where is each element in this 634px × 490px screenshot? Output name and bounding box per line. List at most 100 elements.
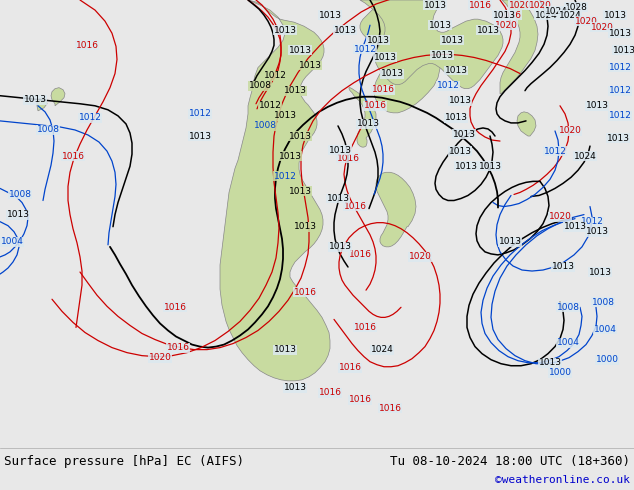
Text: 1013: 1013	[453, 129, 476, 139]
Text: 1008: 1008	[249, 81, 271, 90]
Text: 1013: 1013	[356, 120, 380, 128]
Text: 1020: 1020	[408, 252, 432, 262]
Text: 1016: 1016	[164, 303, 186, 312]
Text: 1013: 1013	[318, 11, 342, 20]
Text: 1013: 1013	[283, 383, 306, 392]
Text: 1016: 1016	[339, 363, 361, 372]
Text: 1012: 1012	[581, 217, 604, 226]
Text: 1013: 1013	[430, 51, 453, 60]
Text: 1013: 1013	[448, 147, 472, 156]
Text: 1013: 1013	[429, 21, 451, 30]
Text: 1016: 1016	[349, 395, 372, 404]
Polygon shape	[51, 88, 65, 106]
Polygon shape	[360, 0, 440, 113]
Text: 1024: 1024	[559, 11, 581, 20]
Text: 1024: 1024	[534, 11, 557, 20]
Text: 1012: 1012	[437, 81, 460, 90]
Polygon shape	[220, 0, 330, 381]
Text: 1016: 1016	[498, 11, 522, 20]
Text: 1013: 1013	[612, 46, 634, 55]
Text: 1013: 1013	[498, 237, 522, 246]
Text: 1013: 1013	[479, 162, 501, 171]
Text: 1016: 1016	[378, 404, 401, 413]
Text: 1016: 1016	[61, 152, 84, 161]
Text: 1008: 1008	[37, 125, 60, 134]
Text: 1013: 1013	[288, 131, 311, 141]
Text: 1013: 1013	[283, 86, 306, 95]
Text: 1004: 1004	[1, 237, 23, 246]
Polygon shape	[500, 0, 538, 94]
Text: 1012: 1012	[609, 86, 631, 95]
Text: 1013: 1013	[493, 11, 515, 20]
Text: 1020: 1020	[548, 212, 571, 221]
Text: 1013: 1013	[288, 187, 311, 196]
Text: 1013: 1013	[328, 146, 351, 155]
Text: 1008: 1008	[254, 122, 276, 130]
Text: 1013: 1013	[444, 66, 467, 75]
Text: 1008: 1008	[592, 298, 614, 307]
Text: 1013: 1013	[477, 26, 500, 35]
Text: 1020: 1020	[148, 353, 171, 362]
Text: 1013: 1013	[288, 46, 311, 55]
Text: 1013: 1013	[424, 0, 446, 9]
Text: Tu 08-10-2024 18:00 UTC (18+360): Tu 08-10-2024 18:00 UTC (18+360)	[390, 455, 630, 468]
Text: 1016: 1016	[75, 41, 98, 50]
Polygon shape	[376, 172, 416, 247]
Text: 1013: 1013	[6, 210, 30, 219]
Text: 1004: 1004	[593, 325, 616, 334]
Text: 1016: 1016	[469, 0, 491, 9]
Text: 1016: 1016	[294, 288, 316, 296]
Text: 1013: 1013	[552, 263, 574, 271]
Text: 1013: 1013	[23, 95, 46, 104]
Text: 1000: 1000	[595, 355, 619, 364]
Text: 1012: 1012	[609, 111, 631, 121]
Text: 1013: 1013	[380, 69, 403, 78]
Text: 1012: 1012	[543, 147, 566, 156]
Text: 1024: 1024	[371, 345, 393, 354]
Text: 1016: 1016	[363, 101, 387, 110]
Text: 1013: 1013	[455, 162, 477, 171]
Text: 1012: 1012	[79, 113, 101, 122]
Polygon shape	[360, 0, 503, 89]
Text: Surface pressure [hPa] EC (AIFS): Surface pressure [hPa] EC (AIFS)	[4, 455, 244, 468]
Text: 1013: 1013	[273, 345, 297, 354]
Text: 1008: 1008	[557, 303, 579, 312]
Text: ©weatheronline.co.uk: ©weatheronline.co.uk	[495, 475, 630, 485]
Text: 1016: 1016	[167, 343, 190, 352]
Text: 1013: 1013	[564, 222, 586, 231]
Text: 1013: 1013	[586, 227, 609, 236]
Text: 1013: 1013	[327, 194, 349, 203]
Text: 1013: 1013	[299, 61, 321, 70]
Text: 1013: 1013	[588, 268, 612, 276]
Text: 1013: 1013	[609, 29, 631, 38]
Text: 1013: 1013	[333, 26, 356, 35]
Text: 1013: 1013	[441, 36, 463, 45]
Text: 1028: 1028	[564, 2, 588, 12]
Polygon shape	[37, 98, 47, 111]
Text: 1016: 1016	[344, 202, 366, 211]
Text: 1013: 1013	[294, 222, 316, 231]
Text: 1012: 1012	[188, 109, 211, 119]
Text: 1013: 1013	[448, 96, 472, 105]
Text: 1013: 1013	[188, 131, 212, 141]
Text: 1004: 1004	[557, 338, 579, 347]
Text: 1012: 1012	[264, 71, 287, 80]
Text: 1013: 1013	[273, 111, 297, 121]
Text: 1024: 1024	[545, 6, 567, 16]
Text: 1012: 1012	[273, 172, 297, 181]
Text: 1016: 1016	[354, 323, 377, 332]
Polygon shape	[349, 88, 376, 147]
Text: 1020: 1020	[590, 23, 614, 32]
Text: 1012: 1012	[354, 45, 377, 54]
Text: 1020: 1020	[495, 21, 517, 30]
Text: 1020: 1020	[508, 0, 531, 9]
Text: 1013: 1013	[278, 152, 302, 161]
Text: 1013: 1013	[366, 36, 389, 45]
Text: 1020: 1020	[529, 0, 552, 9]
Text: 1016: 1016	[349, 250, 372, 259]
Text: 1016: 1016	[318, 389, 342, 397]
Text: 1013: 1013	[444, 113, 467, 122]
Text: 1024: 1024	[574, 152, 597, 161]
Text: 1020: 1020	[559, 126, 581, 135]
Text: 1013: 1013	[373, 53, 396, 62]
